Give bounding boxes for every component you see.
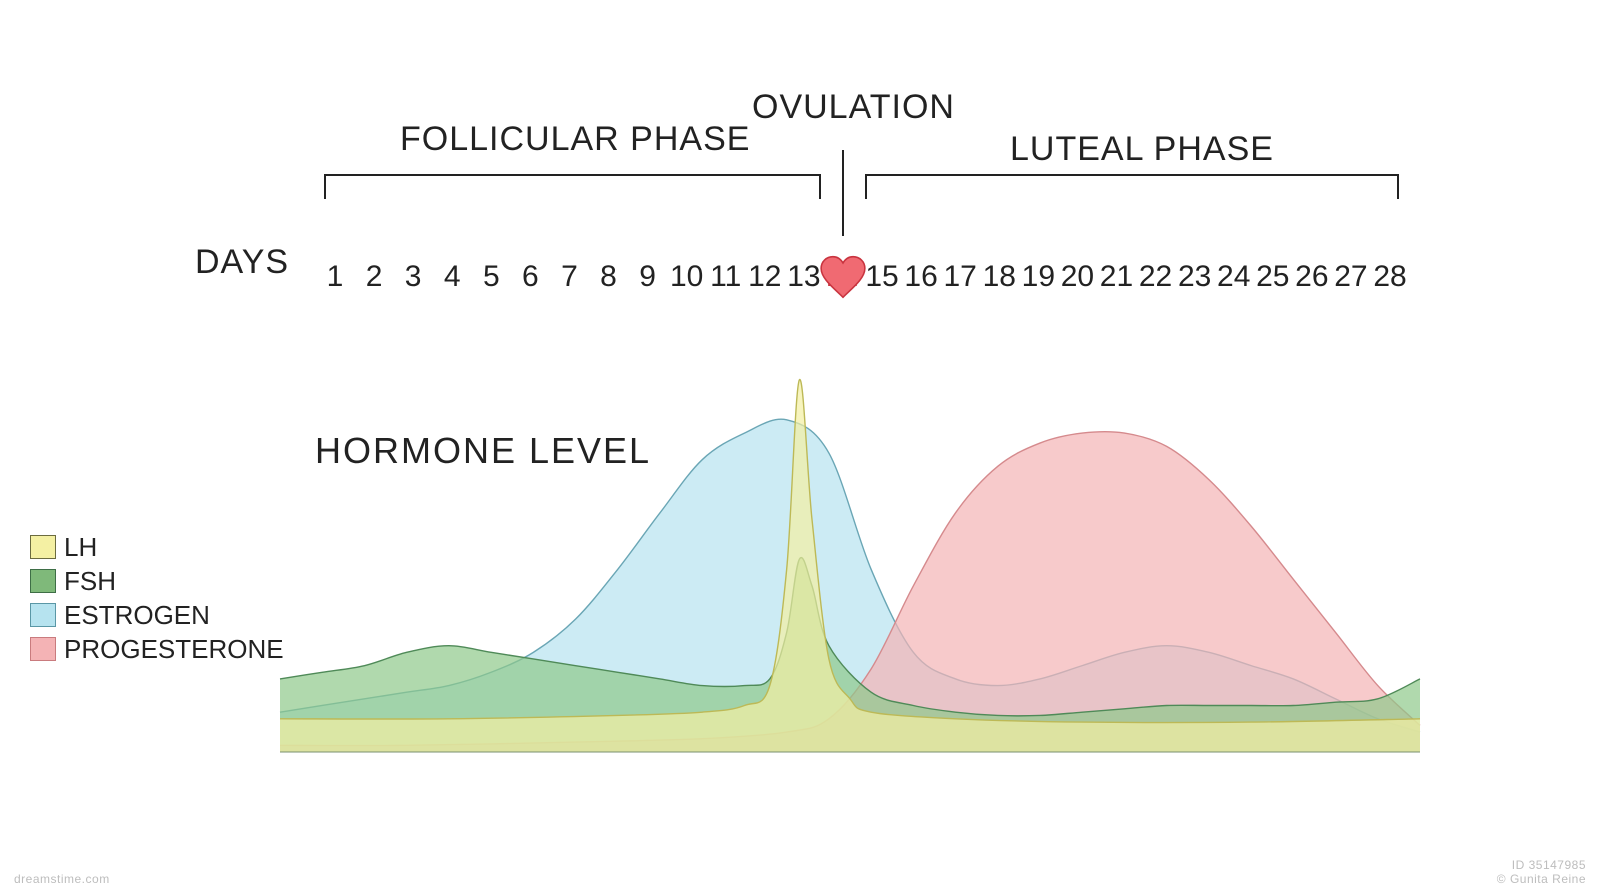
hormone-cycle-infographic: FOLLICULAR PHASE OVULATION LUTEAL PHASE …: [0, 0, 1600, 892]
watermark-id: ID 35147985: [1512, 858, 1586, 872]
watermark-author: © Gunita Reine: [1497, 872, 1586, 886]
watermark-site: dreamstime.com: [14, 872, 110, 886]
hormone-area-chart: [0, 0, 1600, 892]
